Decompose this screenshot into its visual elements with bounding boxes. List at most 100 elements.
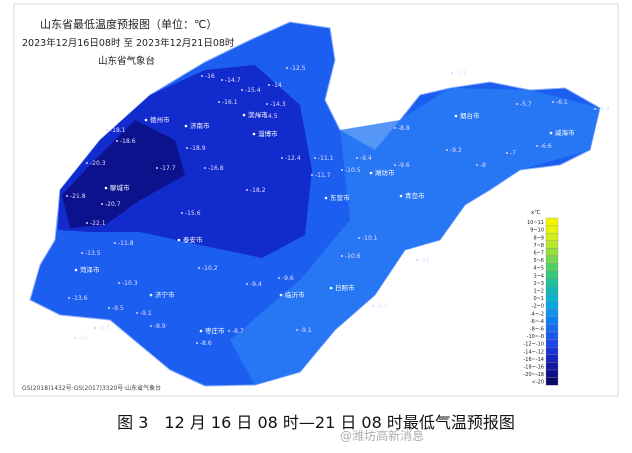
station-value: -11.8 xyxy=(118,240,134,247)
station-value: -7 xyxy=(510,150,516,157)
station-value: -10 xyxy=(78,335,88,342)
station-value: -17.7 xyxy=(160,165,176,172)
city-dot xyxy=(74,268,78,272)
station-dot xyxy=(218,101,220,103)
city-dot xyxy=(369,171,373,175)
map-agency: 山东省气象台 xyxy=(98,55,155,67)
station-value: -8.9 xyxy=(154,323,166,330)
city-dot xyxy=(399,194,403,198)
legend-swatch xyxy=(545,377,559,386)
station-value: -9.7 xyxy=(98,325,110,332)
city-label: 潍坊市 xyxy=(375,168,395,177)
station-dot xyxy=(156,167,158,169)
station-dot xyxy=(116,140,118,142)
station-value: -10.1 xyxy=(362,235,378,242)
station-dot xyxy=(394,164,396,166)
legend-label: -2~0 xyxy=(532,304,544,310)
station-dot xyxy=(66,195,68,197)
city-dot xyxy=(144,118,148,122)
station-value: -8 xyxy=(480,162,486,169)
city-dot xyxy=(279,293,283,297)
legend-label: -4~-2 xyxy=(530,311,544,317)
legend-label: 10~11 xyxy=(527,220,544,226)
legend-unit: x℃ xyxy=(531,209,540,216)
station-dot xyxy=(311,174,313,176)
legend: x℃ 10~11 9~108~9 7~8 6~75~6 4~53~4 2~3 1~20~1 -2… xyxy=(523,209,559,386)
station-dot xyxy=(506,152,508,154)
station-value: -12.5 xyxy=(290,65,306,72)
station-dot xyxy=(86,222,88,224)
city-label: 滨州市 xyxy=(248,110,268,119)
legend-swatch xyxy=(545,271,559,279)
station-dot xyxy=(108,307,110,309)
station-dot xyxy=(394,127,396,129)
station-value: -8.7 xyxy=(232,328,244,335)
legend-label: 6~7 xyxy=(533,251,544,257)
station-dot xyxy=(196,342,198,344)
legend-swatch xyxy=(545,263,559,272)
city-dot xyxy=(177,238,181,242)
station-dot xyxy=(416,259,418,261)
legend-swatch xyxy=(545,316,559,325)
station-dot xyxy=(258,115,260,117)
legend-swatch xyxy=(545,240,559,249)
legend-swatch xyxy=(545,347,559,355)
station-value: -9.6 xyxy=(398,162,410,169)
legend-label: 7~8 xyxy=(533,243,544,249)
station-dot xyxy=(451,72,453,74)
station-value: -9.5 xyxy=(112,305,124,312)
station-dot xyxy=(552,101,554,103)
station-dot xyxy=(186,147,188,149)
legend-label: <-20 xyxy=(532,380,544,386)
legend-swatch xyxy=(545,354,559,363)
coldest-core xyxy=(62,120,185,228)
station-dot xyxy=(278,277,280,279)
station-value: -5.7 xyxy=(520,101,532,108)
station-dot xyxy=(86,162,88,164)
station-dot xyxy=(266,103,268,105)
station-value: -5.2 xyxy=(455,70,467,77)
station-dot xyxy=(446,149,448,151)
station-dot xyxy=(74,337,76,339)
station-dot xyxy=(358,237,360,239)
legend-label: 9~10 xyxy=(530,228,544,234)
station-value: -11 xyxy=(420,257,430,264)
city-label: 聊城市 xyxy=(110,183,130,192)
legend-label: -6~-4 xyxy=(530,319,544,325)
station-dot xyxy=(286,67,288,69)
legend-swatch xyxy=(545,293,559,302)
legend-label: 0~1 xyxy=(533,296,544,302)
legend-label: 1~2 xyxy=(533,289,544,295)
station-dot xyxy=(114,242,116,244)
station-value: -16.1 xyxy=(222,99,238,106)
station-dot xyxy=(150,325,152,327)
city-dot xyxy=(252,132,256,136)
city-label: 临沂市 xyxy=(285,290,305,299)
station-dot xyxy=(246,283,248,285)
station-value: -20.3 xyxy=(90,160,106,167)
station-dot xyxy=(241,89,243,91)
city-label: 济宁市 xyxy=(155,290,175,299)
station-value: -14.7 xyxy=(225,77,241,84)
legend-swatch xyxy=(545,369,559,378)
station-dot xyxy=(221,79,223,81)
station-dot xyxy=(181,212,183,214)
city-dot xyxy=(324,196,328,200)
station-value: -22.1 xyxy=(90,220,106,227)
legend-swatch xyxy=(545,286,559,295)
station-value: -14 xyxy=(272,82,282,89)
station-value: -15.4 xyxy=(245,87,261,94)
legend-label: 5~6 xyxy=(533,258,544,264)
figure-caption: 图 3 12 月 16 日 08 时—21 日 08 时最低气温预报图 xyxy=(117,413,515,432)
legend-swatch xyxy=(545,362,559,371)
legend-label: 3~4 xyxy=(533,273,544,279)
city-label: 德州市 xyxy=(150,115,170,124)
station-value: -6.1 xyxy=(556,99,568,106)
legend-swatch xyxy=(545,278,559,287)
legend-label: -12~-10 xyxy=(523,342,544,348)
station-dot xyxy=(68,297,70,299)
city-label: 威海市 xyxy=(555,128,575,137)
station-dot xyxy=(246,189,248,191)
city-label: 青岛市 xyxy=(405,191,425,200)
